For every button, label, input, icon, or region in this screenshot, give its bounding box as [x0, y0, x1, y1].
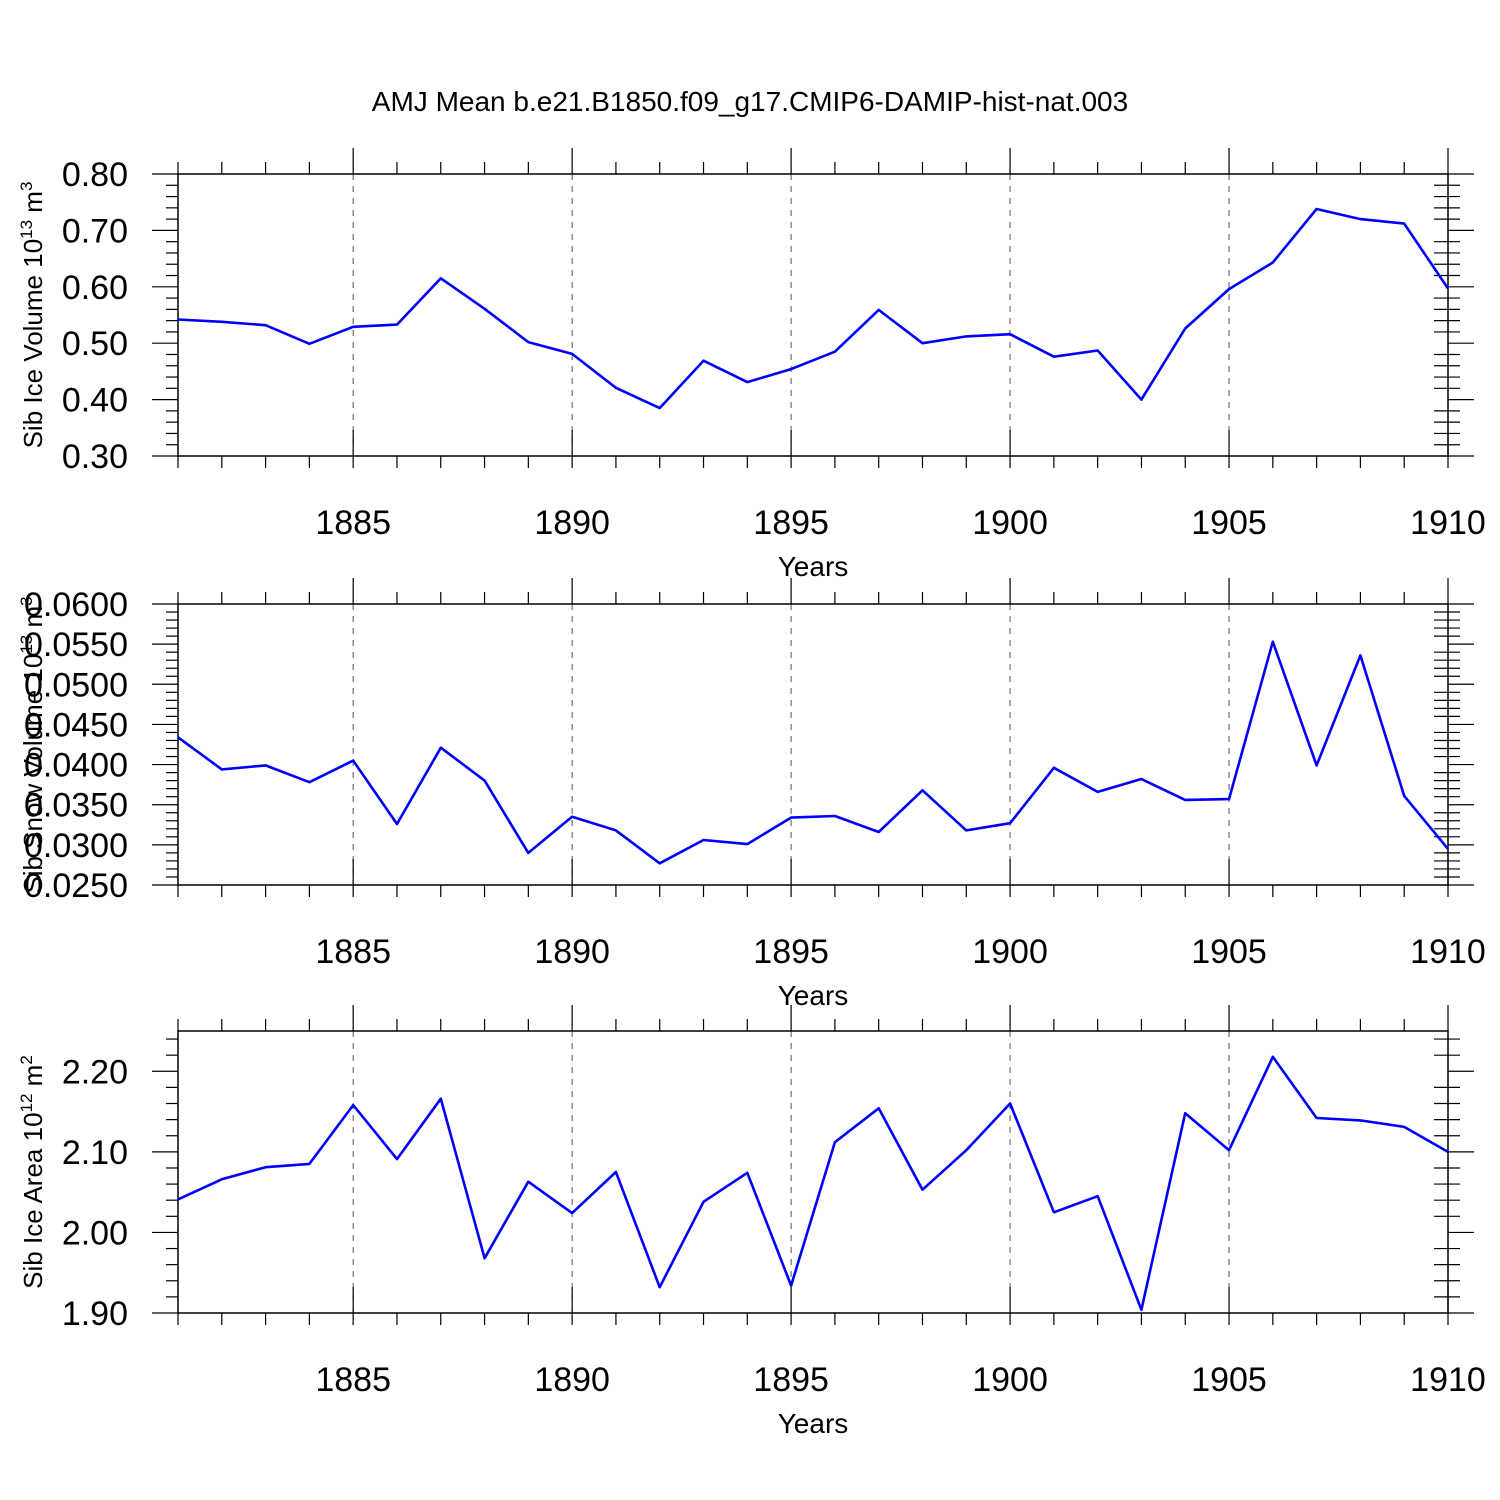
y-tick-label: 2.10	[62, 1134, 128, 1172]
y-tick-label: 0.30	[62, 438, 128, 476]
x-tick-label: 1885	[315, 504, 391, 542]
chart-panel-3: 1885 1890 1895 1900 1905 1910 Years 1.90 2.00 2.1…	[17, 1005, 1486, 1439]
y-axis-label-text: Sib Snow Volume 10	[18, 654, 48, 894]
y-axis-label-unit-exponent: 3	[17, 182, 36, 191]
x-tick-label: 1900	[972, 504, 1048, 542]
y-tick-label: 2.20	[62, 1053, 128, 1091]
y-tick-label: 1.90	[62, 1295, 128, 1333]
panels: 1885 1890 1895 1900 1905 1910 Years 0.30 0.40 0.5…	[17, 148, 1486, 1439]
x-tick-label: 1885	[315, 933, 391, 971]
chart-panel-1: 1885 1890 1895 1900 1905 1910 Years 0.30 0.40 0.5…	[17, 148, 1486, 582]
y-tick-label: 0.70	[62, 212, 128, 250]
y-axis-label-unit: m	[18, 191, 48, 220]
y-tick-label: 0.50	[62, 325, 128, 363]
x-tick-label: 1905	[1191, 504, 1267, 542]
x-tick-label: 1905	[1191, 1361, 1267, 1399]
y-axis-label: Sib Snow Volume 1013 m3	[17, 596, 48, 893]
series-line	[177, 640, 1450, 865]
plot-frame	[177, 1030, 1449, 1314]
y-axis-label-exponent: 13	[17, 635, 36, 654]
y-axis-label-unit: m	[18, 1065, 48, 1094]
y-tick-label: 0.0550	[24, 626, 128, 664]
x-tick-label: 1890	[534, 504, 610, 542]
x-axis-label: Years	[778, 980, 849, 1011]
series-line	[177, 1055, 1449, 1312]
y-axis-label: Sib Ice Area 1012 m2	[17, 1055, 48, 1289]
y-tick-label: 0.0500	[24, 666, 128, 704]
figure-title: AMJ Mean b.e21.B1850.f09_g17.CMIP6-DAMIP…	[372, 86, 1128, 117]
y-axis-label-text: Sib Ice Volume 10	[18, 239, 48, 449]
y-tick-label: 0.0450	[24, 706, 128, 744]
y-axis-label: Sib Ice Volume 1013 m3	[17, 182, 48, 449]
y-axis-label-unit-exponent: 3	[17, 596, 36, 605]
plot-frame	[177, 603, 1449, 886]
y-axis-label-unit-exponent: 2	[17, 1055, 36, 1064]
y-tick-label: 0.0300	[24, 827, 128, 865]
x-tick-label: 1910	[1410, 1361, 1486, 1399]
y-axis-label-exponent: 13	[17, 220, 36, 239]
x-tick-label: 1905	[1191, 933, 1267, 971]
x-tick-label: 1910	[1410, 933, 1486, 971]
series-line	[177, 207, 1450, 410]
x-tick-label: 1890	[534, 933, 610, 971]
x-tick-label: 1890	[534, 1361, 610, 1399]
y-tick-label: 0.80	[62, 156, 128, 194]
y-axis-label-unit: m	[18, 606, 48, 635]
x-axis-label: Years	[778, 551, 849, 582]
y-tick-label: 0.0400	[24, 747, 128, 785]
chart-panel-2: 1885 1890 1895 1900 1905 1910 Years 0.02500.030…	[17, 578, 1486, 1011]
y-axis-label-exponent: 12	[17, 1094, 36, 1113]
x-tick-label: 1900	[972, 1361, 1048, 1399]
x-tick-label: 1895	[753, 933, 829, 971]
y-tick-label: 0.0350	[24, 787, 128, 825]
x-tick-label: 1885	[315, 1361, 391, 1399]
y-tick-label: 0.60	[62, 269, 128, 307]
x-tick-label: 1895	[753, 504, 829, 542]
x-axis-label: Years	[778, 1408, 849, 1439]
y-axis-label-text: Sib Ice Area 10	[18, 1112, 48, 1288]
x-tick-label: 1895	[753, 1361, 829, 1399]
plot-frame	[177, 173, 1449, 457]
y-tick-label: 0.40	[62, 382, 128, 420]
x-tick-label: 1900	[972, 933, 1048, 971]
y-tick-label: 0.0600	[24, 586, 128, 624]
y-tick-label: 0.0250	[24, 867, 128, 905]
x-tick-label: 1910	[1410, 504, 1486, 542]
y-tick-label: 2.00	[62, 1214, 128, 1252]
